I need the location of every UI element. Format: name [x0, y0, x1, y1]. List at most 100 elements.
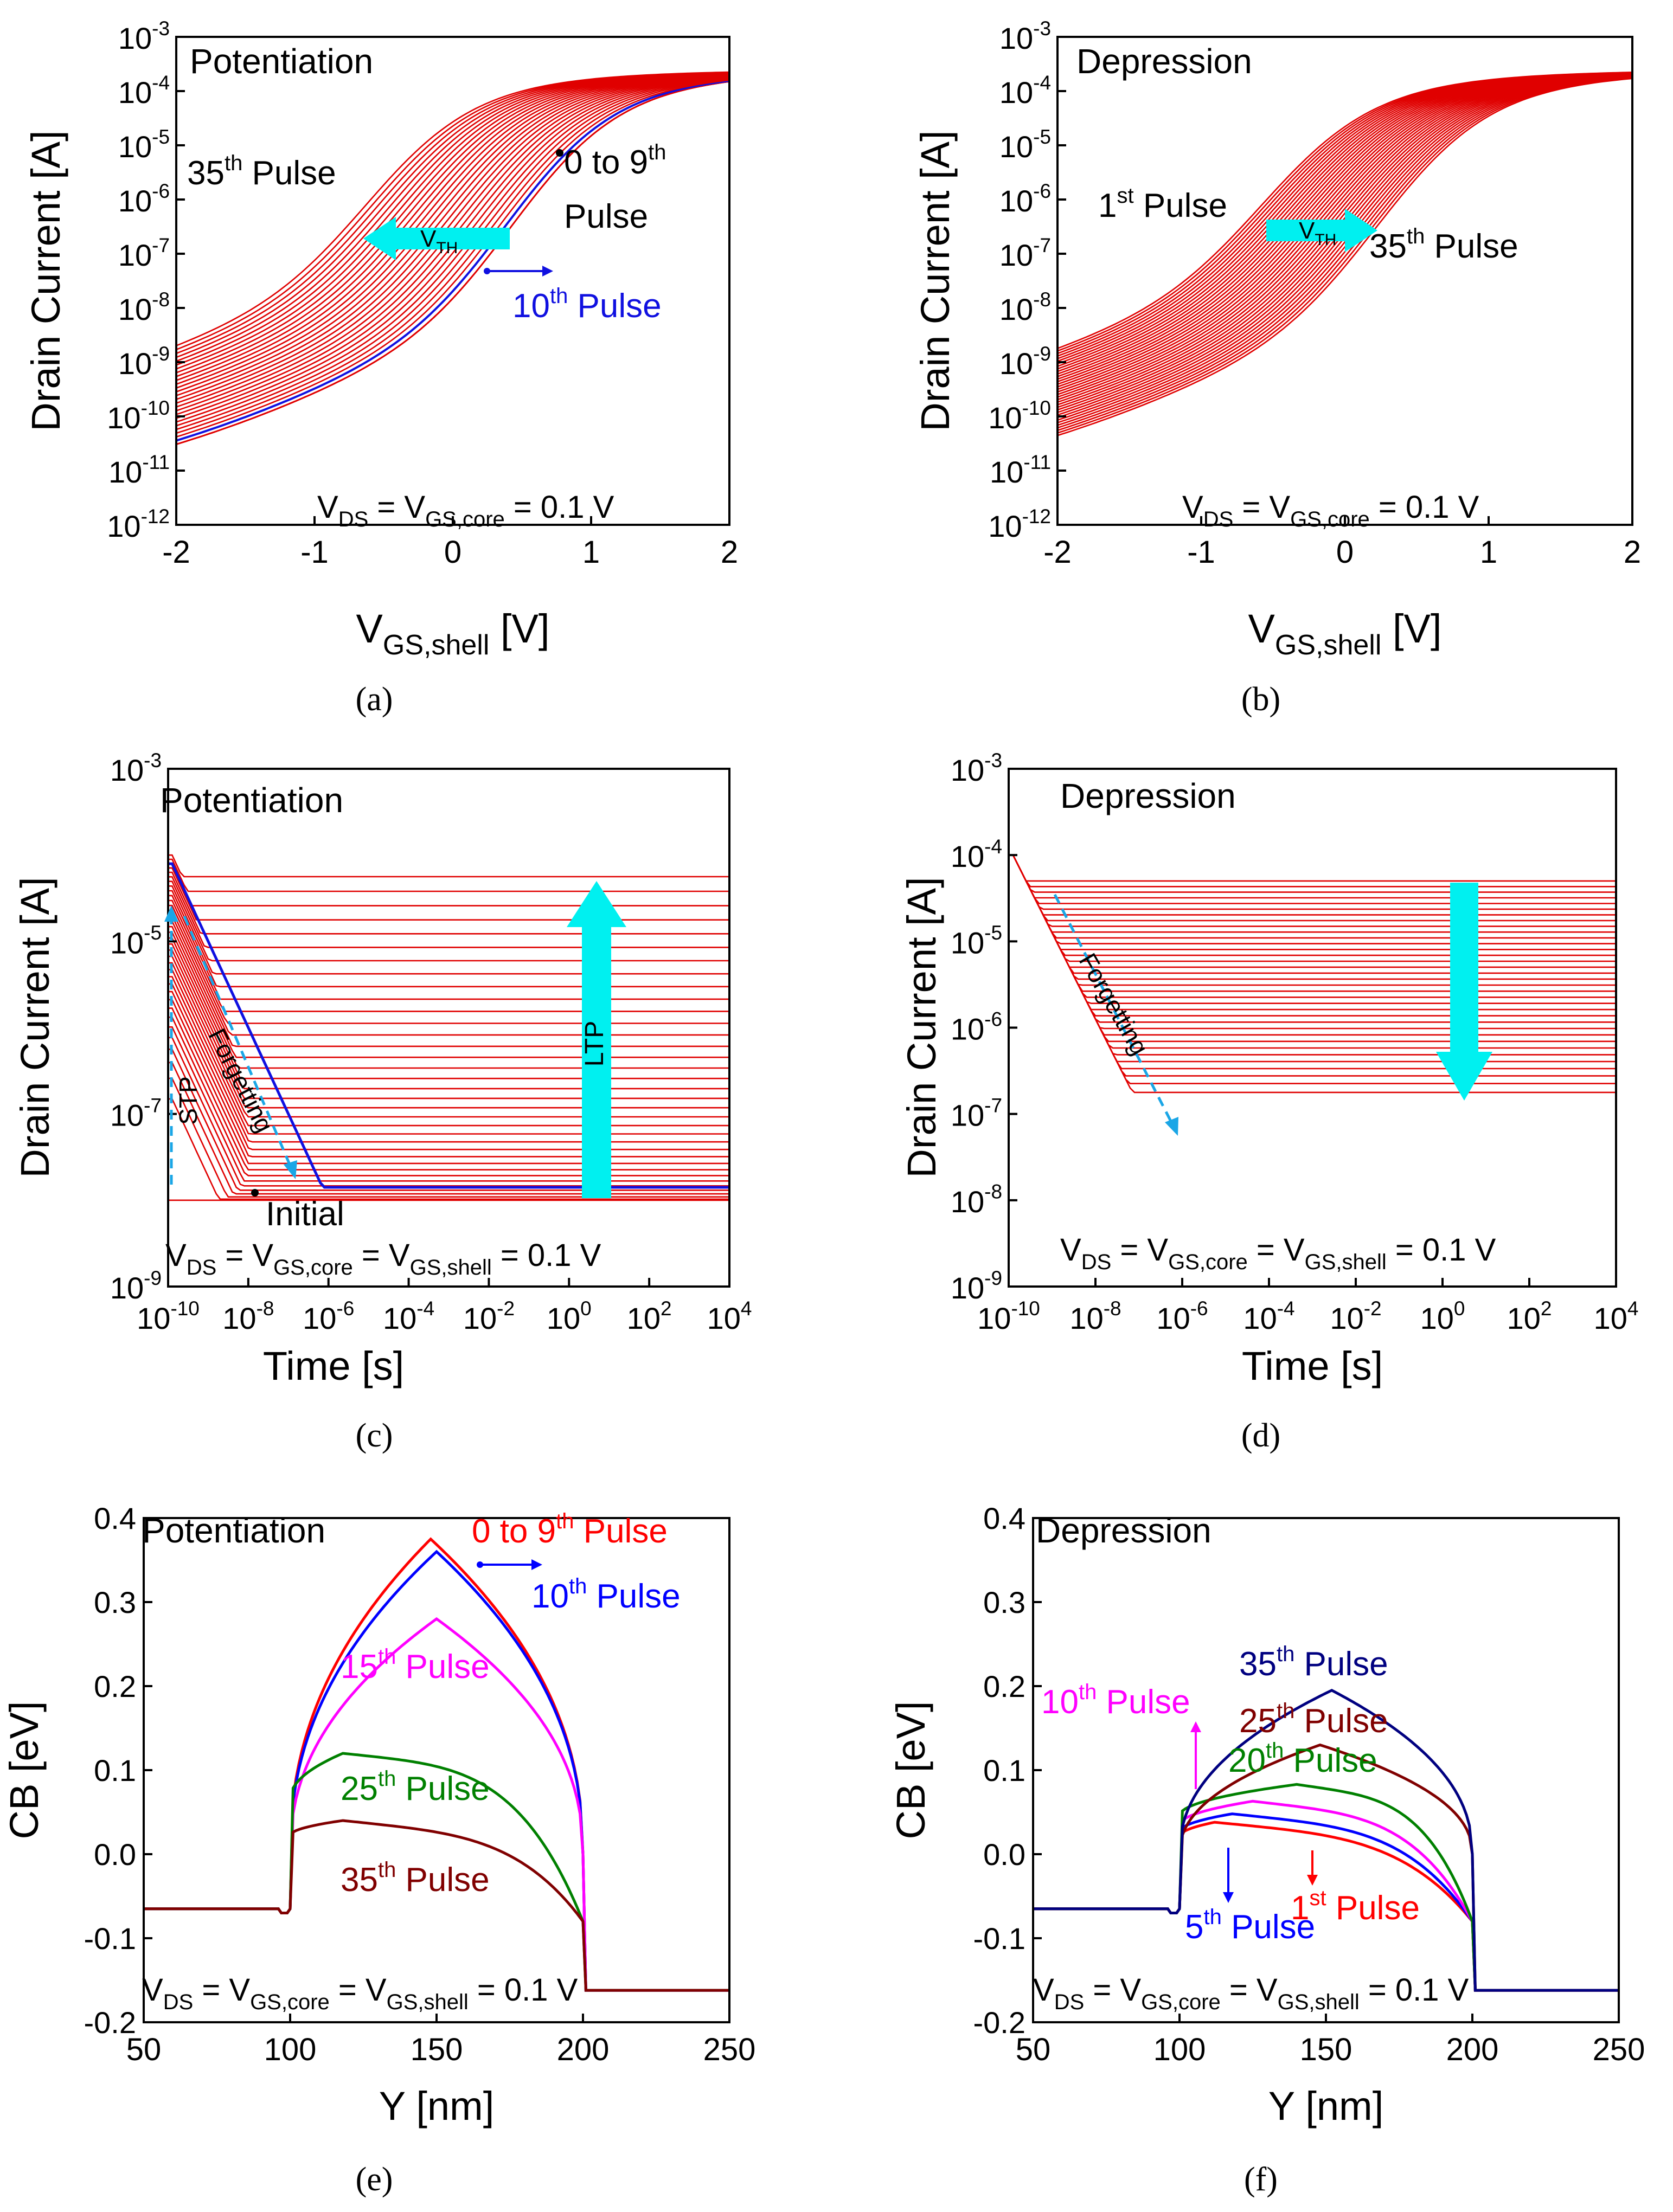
d-axis-ticks: 10-9 10-8 10-7 10-6 10-5 10-4 10-3 10-10 10-8 10-… [951, 749, 1639, 1335]
a-ytick-label-0: 10-12 [107, 505, 170, 543]
c-curve-pulse-19 [168, 931, 729, 1079]
d-ytick-label-3: 10-6 [951, 1008, 1002, 1046]
a-curve-pulse-23 [176, 74, 729, 393]
c-ytick-label-1: 10-7 [110, 1094, 162, 1132]
e-ytick-label-0: -0.2 [84, 2005, 137, 2040]
d-ylabel: Drain Current [A] [899, 877, 944, 1178]
b-label-1st-pulse: 1st Pulse [1098, 184, 1227, 224]
e-10th-dot [477, 1561, 483, 1568]
c-ytick-label-3: 10-3 [110, 749, 162, 787]
d-curve-pulse-18 [1009, 854, 1616, 974]
e-ytick-label-1: -0.1 [84, 1921, 137, 1956]
b-ytick-label-3: 10-9 [999, 343, 1051, 381]
c-stp-label: STP [174, 1076, 202, 1124]
c-ltp-arrow [567, 881, 626, 1198]
a-curve-pulse-11 [176, 79, 729, 438]
c-curve-pulse-10 [168, 991, 729, 1158]
panel-c-chart: 10-9 10-7 10-5 10-3 10-10 10-8 10-6 10-4 10-2 100… [12, 749, 752, 1454]
a-curve-pulse-19 [176, 75, 729, 408]
d-curve-pulse-24 [1009, 854, 1616, 939]
a-vth-arrow [363, 217, 510, 260]
d-curve-pulse-12 [1009, 854, 1616, 1011]
a-bias-label: VDS = VGS,core = 0.1 V [317, 490, 614, 531]
d-curve-pulse-7 [1009, 854, 1616, 1043]
f-ytick-label-0: -0.2 [973, 2005, 1026, 2040]
a-xtick-label-2: 0 [444, 535, 461, 570]
c-curve-pulse-11 [168, 983, 729, 1150]
d-xtick-label-4: 10-2 [1330, 1297, 1381, 1335]
d-forgetting-dash [1053, 893, 1173, 1123]
c-curve-pulse-2 [168, 1077, 729, 1198]
b-ytick-label-5: 10-7 [999, 234, 1051, 272]
e-ytick-label-5: 0.3 [94, 1585, 136, 1619]
d-curve-pulse-10 [1009, 854, 1616, 1023]
a-vth-label: VTH [420, 226, 458, 257]
c-xtick-label-3: 10-4 [383, 1297, 434, 1335]
a-xlabel: VGS,shell [V] [356, 606, 550, 661]
a-ytick-label-4: 10-8 [118, 288, 170, 326]
c-forgetting-arrow-head [284, 1160, 297, 1179]
d-ytick-label-4: 10-5 [951, 922, 1002, 960]
e-label-10th: 10th Pulse [531, 1574, 681, 1615]
c-curve-pulse-9 [168, 999, 729, 1165]
c-curve-pulse-16 [168, 949, 729, 1109]
d-xtick-label-2: 10-6 [1156, 1297, 1208, 1335]
a-xtick-label-1: -1 [300, 535, 329, 570]
d-curve-pulse-22 [1009, 854, 1616, 950]
e-ytick-label-3: 0.1 [94, 1753, 136, 1787]
panel-b-chart: 10-1210-1110-1010-910-810-710-610-510-41… [913, 17, 1641, 718]
b-ytick-label-8: 10-4 [999, 72, 1051, 110]
a-10th-dot [484, 268, 490, 274]
f-axis-ticks: -0.2 -0.1 0.0 0.1 0.2 0.3 0.4 50 100 150 200 250 [973, 1501, 1645, 2067]
f-ytick-label-5: 0.3 [983, 1585, 1025, 1619]
e-label-35th: 35th Pulse [341, 1858, 490, 1899]
b-ytick-label-4: 10-8 [999, 288, 1051, 326]
c-xtick-label-4: 10-2 [463, 1297, 515, 1335]
f-ylabel: CB [eV] [888, 1701, 933, 1840]
b-bias-label: VDS = VGS,core = 0.1 V [1182, 490, 1479, 531]
c-xtick-label-6: 102 [627, 1297, 672, 1335]
c-curve-pulse-25 [168, 899, 729, 1012]
d-curve-pulse-27 [1009, 854, 1616, 922]
f-xtick-label-1: 100 [1153, 2032, 1206, 2067]
c-curve-pulse-30 [168, 876, 729, 948]
f-title: Depression [1036, 1511, 1212, 1550]
d-curve-pulse-31 [1009, 854, 1616, 899]
b-xtick-label-4: 2 [1624, 535, 1641, 570]
a-plot-frame [175, 36, 730, 526]
a-10th-arrow-head [542, 266, 553, 276]
e-xtick-label-3: 200 [557, 2032, 610, 2067]
c-curve-pulse-7 [168, 1017, 729, 1176]
d-ytick-label-0: 10-9 [951, 1267, 1002, 1305]
c-ltp-label: LTP [580, 1021, 609, 1066]
e-ytick-label-4: 0.2 [94, 1669, 136, 1703]
a-curve-pulse-35 [176, 71, 729, 346]
f-label-25th: 25th Pulse [1239, 1699, 1388, 1740]
e-xtick-label-4: 250 [703, 2032, 756, 2067]
c-curve-pulse-14 [168, 962, 729, 1127]
d-curve-pulse-11 [1009, 854, 1616, 1017]
a-xtick-label-4: 2 [721, 535, 738, 570]
c-title: Potentiation [160, 781, 343, 820]
e-xtick-label-2: 150 [411, 2032, 463, 2067]
c-axis-ticks: 10-9 10-7 10-5 10-3 10-10 10-8 10-6 10-4 10-2 100… [110, 749, 752, 1335]
b-xtick-label-3: 1 [1480, 535, 1497, 570]
f-xtick-label-2: 150 [1300, 2032, 1352, 2067]
c-curve-pulse-27 [168, 890, 729, 988]
a-ytick-label-3: 10-9 [118, 343, 170, 381]
f-series-line-5 [1033, 1689, 1619, 1992]
e-axis-ticks: -0.2 -0.1 0.0 0.1 0.2 0.3 0.4 50 100 150 200 250 [84, 1501, 756, 2067]
c-curve-pulse-1 [168, 1098, 729, 1200]
d-curve-pulse-14 [1009, 854, 1616, 998]
b-curve-pulse-33 [1057, 77, 1632, 434]
b-panel-label: (b) [1241, 681, 1280, 718]
b-curve-pulse-34 [1057, 78, 1632, 436]
c-curve-pulse-18 [168, 937, 729, 1090]
e-xtick-label-1: 100 [264, 2032, 317, 2067]
e-label-25th: 25th Pulse [341, 1767, 490, 1808]
e-title: Potentiation [142, 1511, 325, 1550]
panel-f-chart: -0.2 -0.1 0.0 0.1 0.2 0.3 0.4 50 100 150 200 250 De… [888, 1501, 1645, 2198]
c-curve-pulse-34 [168, 858, 729, 892]
b-xlabel: VGS,shell [V] [1248, 606, 1442, 661]
c-forgetting-dash [183, 916, 292, 1166]
